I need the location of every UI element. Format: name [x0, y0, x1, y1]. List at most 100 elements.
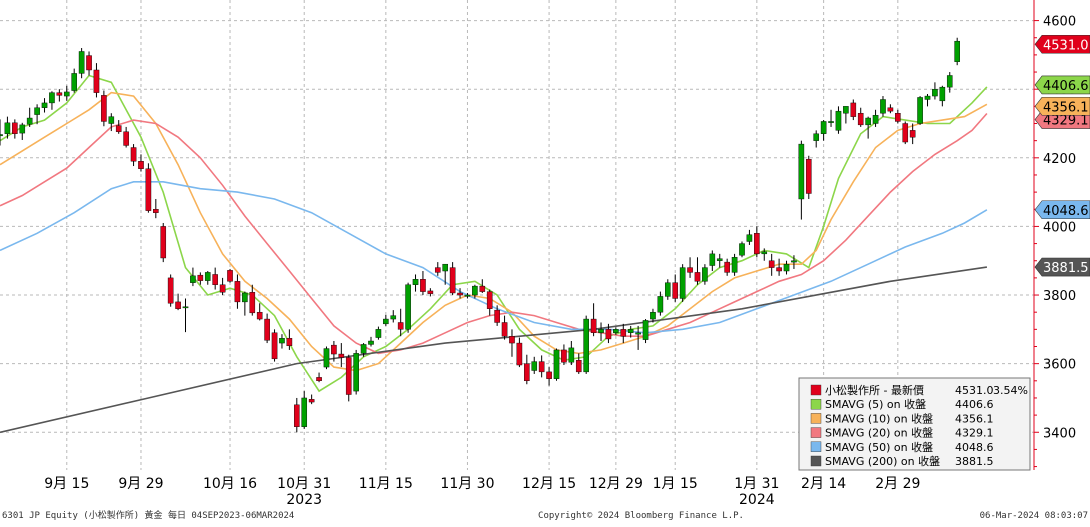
x-tick-label: 10月 31 [277, 476, 331, 492]
candle [331, 341, 337, 362]
legend-label: SMAVG (5) on 收盤 [825, 397, 926, 411]
candle [880, 96, 886, 117]
x-tick-label: 9月 29 [118, 476, 163, 492]
candle-body [93, 69, 100, 93]
candle [383, 314, 389, 326]
candle-body [665, 282, 671, 297]
candle-body [620, 329, 627, 337]
legend-box [798, 377, 1031, 471]
candle-body [746, 234, 753, 242]
legend-value: 4531.0 [955, 384, 994, 397]
series-line-2 [0, 112, 988, 355]
candle [531, 356, 538, 374]
candle [130, 144, 137, 167]
y-tick-label: 4600 [1043, 15, 1076, 30]
last-label-price-box [1034, 34, 1090, 54]
candle [583, 315, 589, 374]
candle-body [872, 115, 879, 124]
candle-body [583, 318, 589, 373]
candle [702, 264, 708, 285]
legend-change: 3.54% [993, 384, 1028, 397]
candle-body [509, 336, 515, 344]
candle-body [902, 123, 909, 143]
last-label-price-text: 4531.0 [1043, 38, 1089, 53]
candle [494, 305, 500, 326]
candle [946, 72, 953, 93]
moving-averages [0, 74, 988, 434]
series-line-1 [0, 91, 988, 372]
candle [26, 107, 33, 127]
candle [887, 104, 894, 114]
candle-body [939, 86, 946, 102]
candle-body [34, 107, 40, 115]
candle [857, 107, 864, 127]
candle [828, 109, 834, 127]
candle-body [538, 361, 545, 373]
candle [672, 274, 679, 302]
candle-body [26, 117, 33, 125]
candle-body [123, 131, 129, 146]
candle-body [160, 226, 167, 259]
candle [412, 274, 419, 292]
candle [242, 291, 248, 316]
candle-body [820, 121, 827, 134]
candle [420, 271, 426, 296]
candle-body [716, 258, 723, 261]
candle-body [761, 251, 768, 255]
candle-body [19, 124, 26, 134]
candle-body [153, 209, 159, 213]
candle-body [798, 143, 805, 200]
candle [457, 288, 463, 299]
candle [783, 260, 790, 275]
candle [746, 229, 753, 245]
candle-body [212, 274, 218, 285]
candle-body [776, 267, 782, 272]
candle [167, 274, 174, 307]
candle-body [479, 285, 486, 292]
y-tick-label: 3600 [1043, 358, 1076, 373]
candle-body [338, 353, 345, 358]
candle [798, 140, 805, 220]
candle-body [108, 116, 115, 124]
footer-ticker: 6301 JP Equity (小松製作所) 黃金 每日 04SEP2023-0… [2, 509, 294, 521]
candle-body [843, 106, 849, 114]
candle [479, 279, 486, 293]
legend: 小松製作所 - 最新價 4531.0 3.54% SMAVG (5) on 收盤 440… [798, 377, 1031, 471]
candle-body [434, 267, 441, 273]
candle-body [724, 261, 730, 273]
legend-label: SMAVG (20) on 收盤 [825, 426, 933, 440]
last-label-sma50: 4048.6 [1034, 200, 1090, 220]
candle-body [12, 122, 18, 134]
candle [86, 51, 92, 76]
last-label-sma20-text: 4329.1 [1043, 114, 1089, 129]
legend-label: SMAVG (10) on 收盤 [825, 411, 933, 425]
candle-body [397, 322, 404, 330]
candle [138, 154, 144, 172]
candle-body [546, 371, 552, 379]
candle [620, 323, 627, 344]
candle [635, 325, 641, 350]
x-tick-label: 2月 14 [801, 476, 846, 492]
candle [93, 63, 100, 98]
candle [954, 37, 960, 66]
candle-body [63, 91, 70, 97]
candle-body [865, 117, 871, 126]
candle [761, 248, 768, 261]
candle-body [739, 243, 745, 256]
candle-body [754, 233, 760, 255]
legend-value: 4329.1 [955, 427, 994, 440]
x-tick-label: 1月 31 [734, 476, 779, 492]
candle-body [383, 318, 389, 325]
candle-body [568, 347, 575, 363]
last-label-sma5-text: 4406.6 [1043, 79, 1089, 94]
x-tick-label: 12月 29 [589, 476, 643, 492]
candle-body [590, 318, 597, 333]
candle-body [145, 168, 152, 211]
candle [768, 253, 775, 276]
candle [850, 99, 857, 121]
candle [546, 367, 552, 386]
candle-body [41, 102, 48, 108]
x-tick-label: 9月 15 [44, 476, 89, 492]
candle [19, 122, 26, 140]
candle [397, 308, 404, 337]
